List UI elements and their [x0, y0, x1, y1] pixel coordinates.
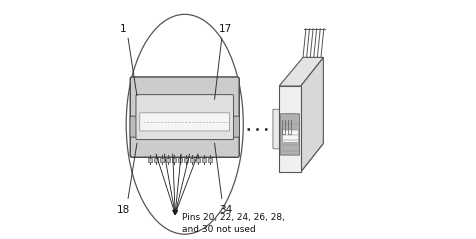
Bar	[189, 158, 194, 162]
Polygon shape	[278, 143, 323, 172]
Bar	[201, 158, 206, 162]
FancyBboxPatch shape	[130, 116, 138, 137]
Bar	[195, 158, 199, 162]
Text: 34: 34	[218, 205, 231, 215]
Bar	[281, 129, 298, 142]
Bar	[207, 158, 211, 162]
Polygon shape	[278, 86, 300, 172]
Polygon shape	[278, 57, 323, 86]
Polygon shape	[172, 210, 177, 215]
FancyBboxPatch shape	[272, 109, 279, 149]
FancyBboxPatch shape	[231, 116, 239, 137]
Text: 1: 1	[120, 24, 126, 34]
FancyBboxPatch shape	[130, 77, 239, 157]
Text: Pins 20, 22, 24, 26, 28,
and 30 not used: Pins 20, 22, 24, 26, 28, and 30 not used	[182, 213, 285, 234]
Bar	[166, 158, 170, 162]
FancyBboxPatch shape	[279, 114, 299, 155]
Bar	[171, 158, 176, 162]
Bar	[154, 158, 158, 162]
Text: 18: 18	[117, 205, 129, 215]
FancyBboxPatch shape	[139, 113, 229, 131]
Bar	[148, 158, 152, 162]
Polygon shape	[300, 57, 323, 172]
Bar	[183, 158, 188, 162]
FancyBboxPatch shape	[136, 95, 233, 140]
Text: 17: 17	[218, 24, 231, 34]
Bar	[178, 158, 182, 162]
Bar	[159, 158, 164, 162]
